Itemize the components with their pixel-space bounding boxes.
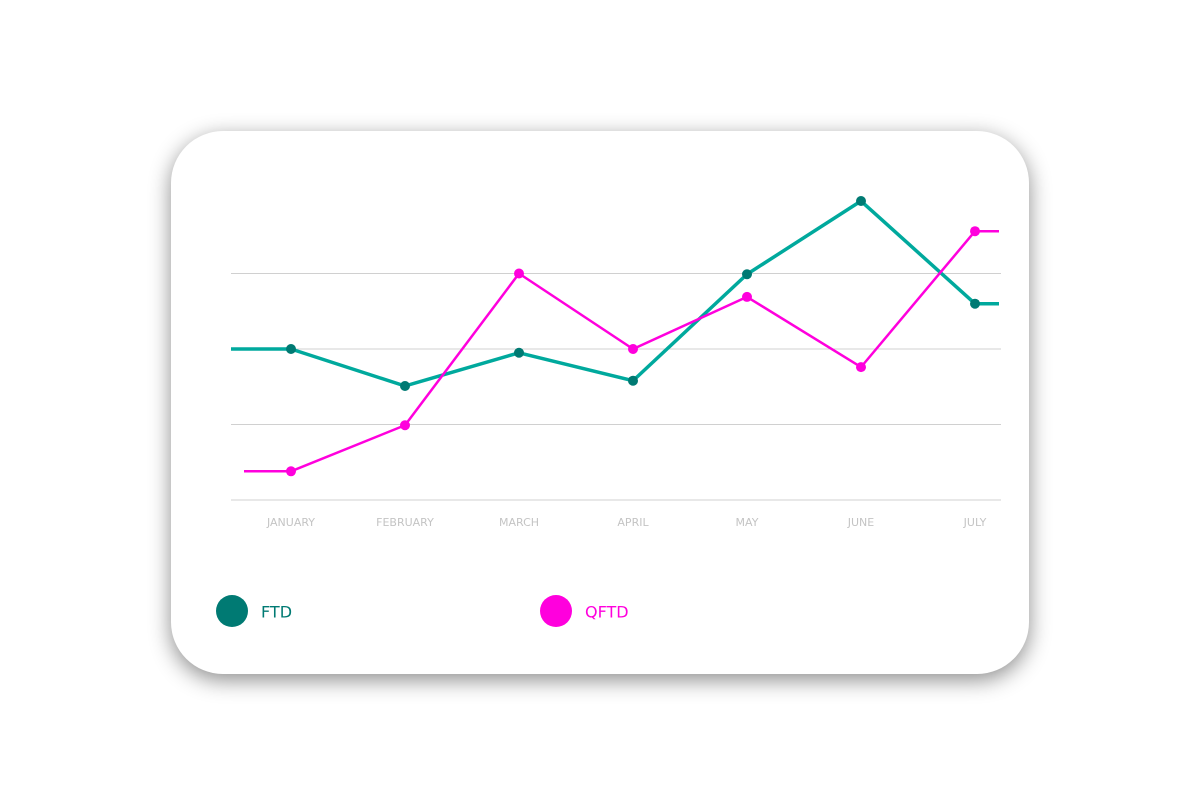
data-point	[628, 375, 638, 386]
legend-marker	[540, 595, 572, 627]
data-point	[970, 298, 980, 309]
data-point	[400, 380, 410, 391]
data-point	[856, 196, 866, 207]
data-point	[742, 269, 752, 280]
data-point	[514, 268, 524, 279]
x-tick-label: JUNE	[847, 516, 875, 529]
x-tick-label: MAY	[736, 516, 759, 529]
series-line	[290, 199, 977, 388]
data-point	[742, 291, 752, 302]
x-tick-label: JULY	[963, 516, 987, 529]
data-point	[856, 362, 866, 373]
data-point	[400, 420, 410, 431]
legend-marker	[216, 595, 248, 627]
data-point	[628, 344, 638, 354]
x-tick-label: FEBRUARY	[376, 516, 434, 529]
data-point	[286, 344, 296, 354]
x-tick-label: JANUARY	[266, 516, 315, 529]
data-point	[514, 347, 524, 358]
x-tick-label: APRIL	[617, 516, 649, 529]
data-point	[286, 466, 296, 477]
legend-label: QFTD	[585, 603, 629, 622]
data-point	[970, 226, 980, 237]
x-tick-label: MARCH	[499, 516, 539, 529]
legend-label: FTD	[261, 603, 292, 622]
